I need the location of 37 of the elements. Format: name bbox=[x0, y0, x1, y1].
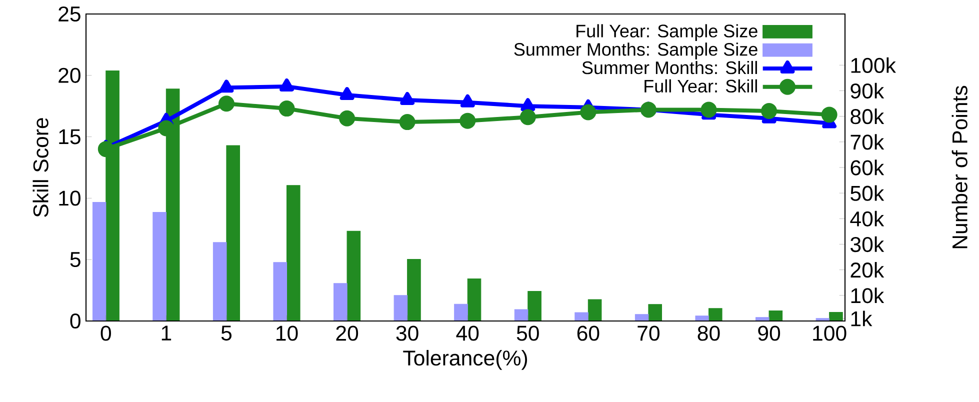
y2-tick-label: 20k bbox=[850, 262, 884, 278]
y-tick-label: 20 bbox=[58, 68, 80, 83]
x-axis-title: Tolerance(%) bbox=[403, 350, 528, 370]
x-tick-label: 30 bbox=[396, 326, 418, 341]
x-tick-label: 10 bbox=[276, 326, 298, 341]
x-tick-label: 80 bbox=[698, 326, 720, 341]
legend-label: Full Year: Sample Size bbox=[576, 24, 758, 41]
x-tick-label: 20 bbox=[336, 326, 358, 341]
y-tick-label: 10 bbox=[59, 190, 80, 206]
y2-tick-label: 30k bbox=[850, 236, 884, 252]
y2-tick-label: 60k bbox=[850, 160, 884, 176]
x-tick-label: 1 bbox=[162, 326, 172, 340]
y2-tick-label: 90k bbox=[850, 82, 884, 99]
x-tick-label: 50 bbox=[516, 326, 539, 341]
y-tick-label: 25 bbox=[58, 6, 80, 22]
legend-label: Full Year: Skill bbox=[644, 79, 757, 93]
y2-tick-label: 80k bbox=[850, 108, 884, 124]
legend-label: Summer Months: Skill bbox=[582, 60, 757, 74]
x-tick-label: 5 bbox=[221, 326, 232, 341]
x-tick-label: 0 bbox=[100, 326, 111, 341]
x-tick-label: 70 bbox=[638, 326, 660, 341]
y-tick-label: 5 bbox=[70, 252, 80, 268]
y-tick-label: 15 bbox=[59, 129, 80, 144]
y-axis-title: Skill Score bbox=[32, 118, 48, 217]
x-tick-label: 40 bbox=[456, 326, 479, 341]
y2-tick-label: 70k bbox=[850, 134, 884, 150]
legend-label: Summer Months: Sample Size bbox=[514, 42, 758, 60]
y2-tick-label: 1k bbox=[851, 310, 872, 326]
y2-tick-label: 10k bbox=[851, 288, 884, 304]
y2-tick-label: 50k bbox=[850, 185, 884, 201]
x-tick-label: 100 bbox=[813, 326, 846, 341]
y2-tick-label: 40k bbox=[850, 210, 884, 226]
y-tick-label: 0 bbox=[70, 313, 80, 329]
y2-tick-label: 100k bbox=[851, 57, 896, 73]
y2-axis-title: Number of Points bbox=[952, 86, 968, 248]
x-tick-label: 60 bbox=[577, 326, 600, 341]
x-tick-label: 90 bbox=[758, 326, 780, 341]
